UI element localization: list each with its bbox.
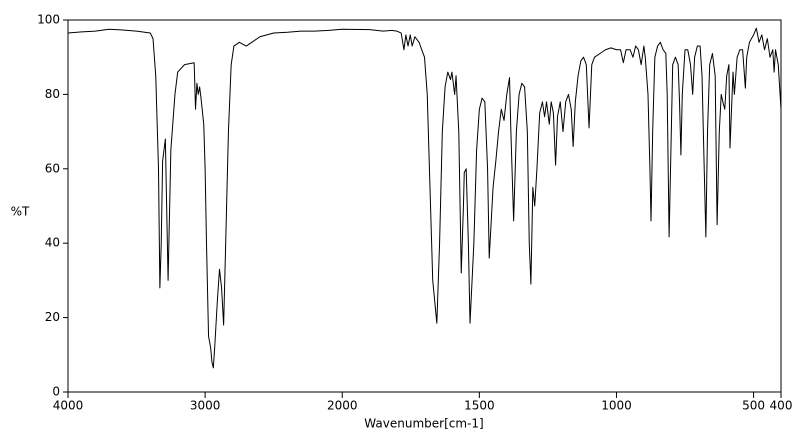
- plot-frame: [67, 19, 782, 393]
- x-axis-label: Wavenumber[cm-1]: [364, 417, 483, 431]
- x-tick-label: 400: [770, 399, 793, 413]
- y-axis-label: %T: [11, 205, 30, 219]
- x-tick-label: 2000: [327, 399, 358, 413]
- x-tick-label: 1000: [601, 399, 632, 413]
- y-tick-label: 100: [37, 13, 60, 27]
- x-tick-label: 4000: [53, 399, 84, 413]
- x-tick-label: 1500: [464, 399, 495, 413]
- spectrum-line: [67, 27, 782, 369]
- y-tick-label: 20: [45, 310, 60, 324]
- x-tick-label: 500: [742, 399, 765, 413]
- y-tick-label: 0: [52, 385, 60, 399]
- y-tick-label: 60: [45, 161, 60, 175]
- y-tick-label: 40: [45, 236, 60, 250]
- y-tick-label: 80: [45, 87, 60, 101]
- x-tick-label: 3000: [190, 399, 221, 413]
